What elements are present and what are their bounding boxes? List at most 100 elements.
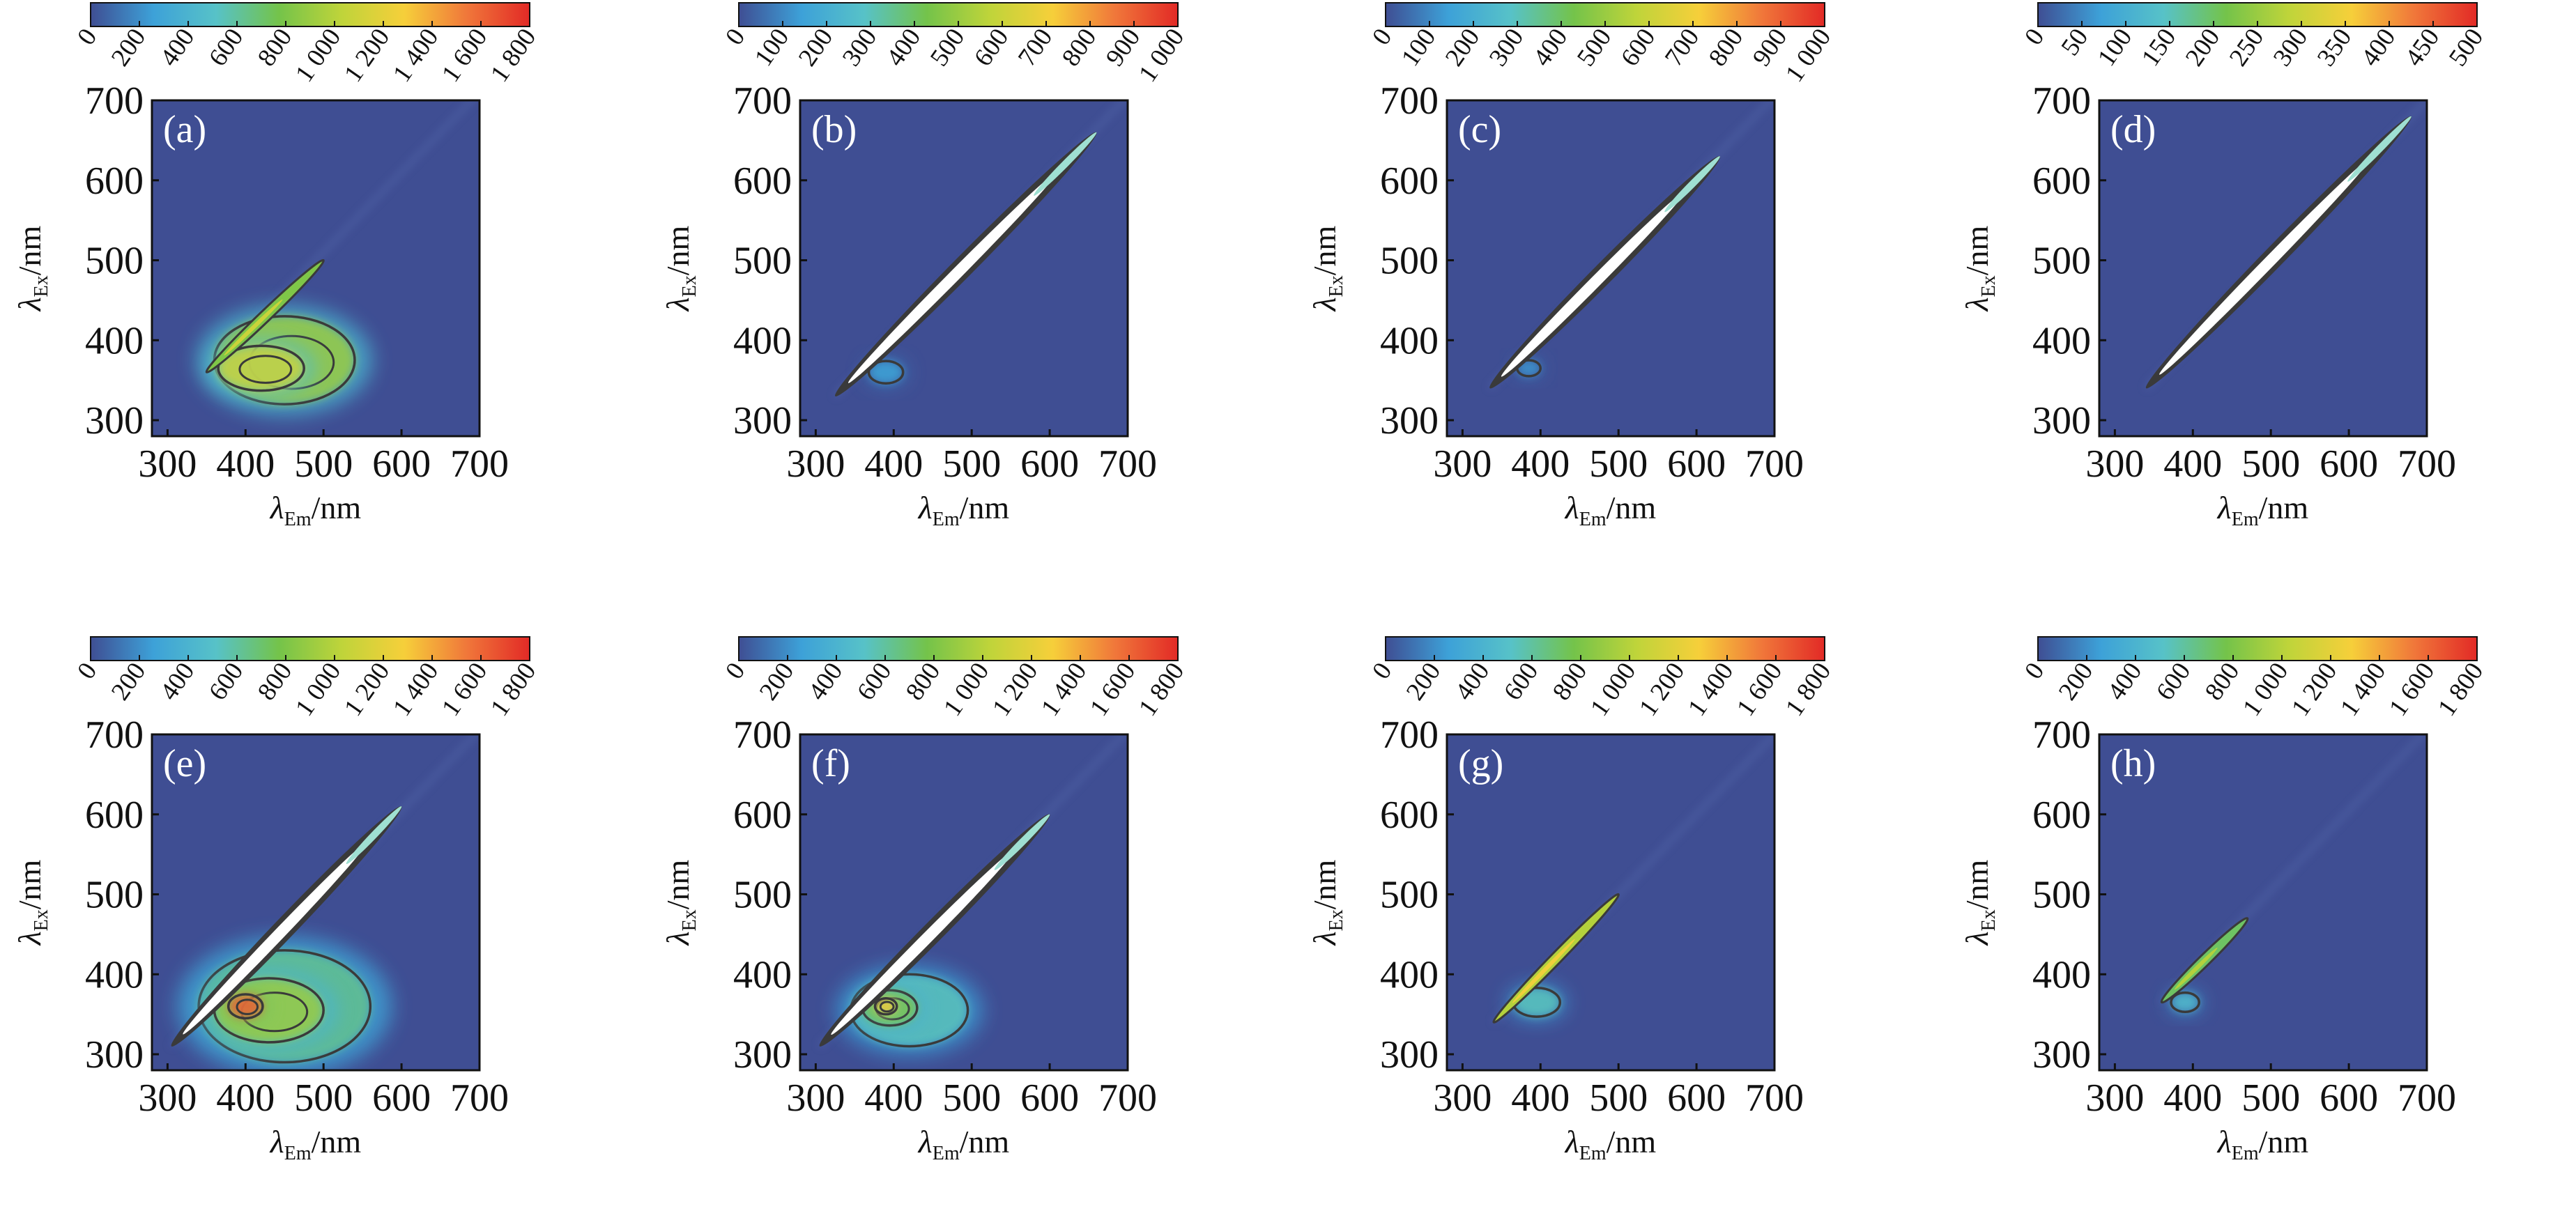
colorbar-tick-label: 0 (2019, 658, 2050, 685)
rayleigh-scatter-band (2160, 917, 2249, 1004)
y-tick-label: 700 (1380, 714, 1439, 757)
colorbar-tick-label: 1 400 (388, 658, 444, 722)
plot-frame (2098, 99, 2428, 438)
colorbar-tick-label: 200 (2053, 658, 2099, 706)
colorbar-tick-label: 200 (106, 24, 151, 72)
colorbar-tick-label: 1 000 (1133, 24, 1190, 88)
x-tick-label: 700 (2398, 442, 2456, 486)
x-axis-title-symbol: λ (917, 1124, 933, 1159)
colorbar-tick-label: 400 (1450, 658, 1495, 706)
y-axis-title: λEx/nm (1307, 225, 1347, 312)
colorbar-gradient (2037, 636, 2478, 661)
colorbar-tick-label: 1 200 (987, 658, 1043, 722)
plot-area (1447, 734, 1774, 1070)
colorbar-tick-label: 200 (2180, 24, 2225, 72)
y-tick-label: 500 (2032, 874, 2091, 917)
plot-area (2099, 100, 2427, 436)
colorbar-tick-label: 800 (2200, 658, 2245, 706)
y-tick-label: 300 (2032, 399, 2091, 442)
y-tick-label: 500 (85, 240, 144, 283)
rayleigh-scatter-core (1512, 939, 1575, 1003)
x-tick-label: 500 (294, 1077, 353, 1120)
x-tick-label: 700 (1745, 1077, 1804, 1120)
y-tick-label: 700 (1380, 79, 1439, 123)
y-tick-label: 400 (85, 953, 144, 996)
y-tick-label: 500 (733, 874, 792, 917)
contour-line (867, 360, 905, 385)
x-axis-title: λEm/nm (2216, 490, 2309, 530)
colorbar-tick-label: 0 (1367, 658, 1397, 685)
colorbar-tick-label: 250 (2224, 24, 2269, 72)
y-axis-title: λEx/nm (1959, 225, 2000, 312)
y-axis-title-subscript: Ex (679, 909, 700, 931)
colorbar-tick-label: 100 (1396, 24, 1441, 72)
colorbar-tick-label: 1 800 (1780, 658, 1837, 722)
colorbar-tick-label: 1 200 (1634, 658, 1690, 722)
y-tick-label: 600 (1380, 794, 1439, 837)
colorbar-tick-label: 400 (155, 24, 200, 72)
y-axis-title: λEx/nm (660, 225, 700, 312)
x-axis-title-unit: /nm (1607, 1124, 1657, 1159)
colorbar-tick-label: 800 (1057, 24, 1102, 72)
x-tick-label: 300 (1433, 442, 1492, 486)
x-axis-title-subscript: Em (284, 509, 312, 530)
y-axis-title: λEx/nm (12, 225, 52, 312)
colorbar-tick-label: 500 (925, 24, 970, 72)
colorbar-tick-label: 1 600 (436, 24, 493, 88)
y-axis-title-unit: /nm (1959, 225, 1995, 275)
plot-frame (151, 99, 481, 438)
contour-line (2170, 991, 2200, 1013)
x-tick-label: 500 (294, 442, 353, 486)
colorbar-tick-label: 1 000 (290, 658, 346, 722)
x-tick-label: 400 (216, 442, 275, 486)
colorbar-tick-label: 0 (720, 24, 751, 51)
rayleigh-saturated-core (2159, 157, 2372, 375)
contour-line (238, 355, 293, 384)
colorbar-gradient (90, 2, 530, 27)
panel-label: (f) (811, 742, 850, 785)
y-tick-label: 600 (85, 794, 144, 837)
colorbar-tick-label: 400 (155, 658, 200, 706)
x-tick-label: 400 (1511, 442, 1570, 486)
colorbar-tick-label: 300 (1484, 24, 1529, 72)
x-axis-title: λEm/nm (1564, 1124, 1657, 1164)
contour-line (236, 998, 259, 1015)
y-axis-title-unit: /nm (660, 225, 696, 275)
colorbar-tick-label: 500 (1572, 24, 1617, 72)
y-tick-label: 700 (85, 79, 144, 123)
y-axis-title-subscript: Ex (31, 909, 52, 931)
contour-line (217, 344, 305, 392)
colorbar-tick-label: 1 000 (1585, 658, 1641, 722)
x-tick-label: 600 (2320, 442, 2378, 486)
x-axis-title-symbol: λ (2216, 490, 2232, 525)
x-axis-title-unit: /nm (2259, 1124, 2309, 1159)
x-axis-title-unit: /nm (960, 490, 1010, 525)
y-tick-label: 300 (1380, 1033, 1439, 1077)
panel-label: (a) (163, 108, 206, 151)
y-tick-label: 300 (85, 1033, 144, 1077)
fluorescence-peak (868, 361, 903, 384)
y-tick-label: 700 (85, 714, 144, 757)
x-axis-title-subscript: Em (933, 1143, 960, 1164)
y-tick-label: 600 (2032, 794, 2091, 837)
colorbar-tick-label: 800 (252, 658, 298, 706)
y-tick-label: 300 (733, 399, 792, 442)
x-tick-label: 400 (216, 1077, 275, 1120)
rayleigh-saturated-core (1501, 191, 1686, 377)
colorbar-tick-label: 1 400 (2335, 658, 2391, 722)
y-tick-label: 500 (733, 240, 792, 283)
colorbar-tick-label: 1 600 (1084, 658, 1141, 722)
y-axis-title-subscript: Ex (1978, 275, 2000, 297)
colorbar-tick-label: 1 000 (290, 24, 346, 88)
y-tick-label: 300 (733, 1033, 792, 1077)
panel-label: (b) (811, 108, 857, 151)
colorbar-tick-label: 1 400 (1682, 658, 1739, 722)
y-axis-title: λEx/nm (1307, 859, 1347, 946)
